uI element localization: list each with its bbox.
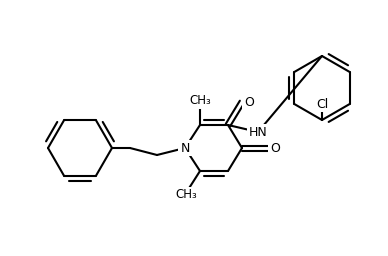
Text: CH₃: CH₃ [175, 188, 197, 201]
Text: CH₃: CH₃ [189, 94, 211, 108]
Text: O: O [270, 142, 280, 155]
Text: N: N [180, 142, 190, 155]
Text: O: O [244, 95, 254, 109]
Text: HN: HN [249, 125, 267, 138]
Text: Cl: Cl [316, 98, 328, 111]
